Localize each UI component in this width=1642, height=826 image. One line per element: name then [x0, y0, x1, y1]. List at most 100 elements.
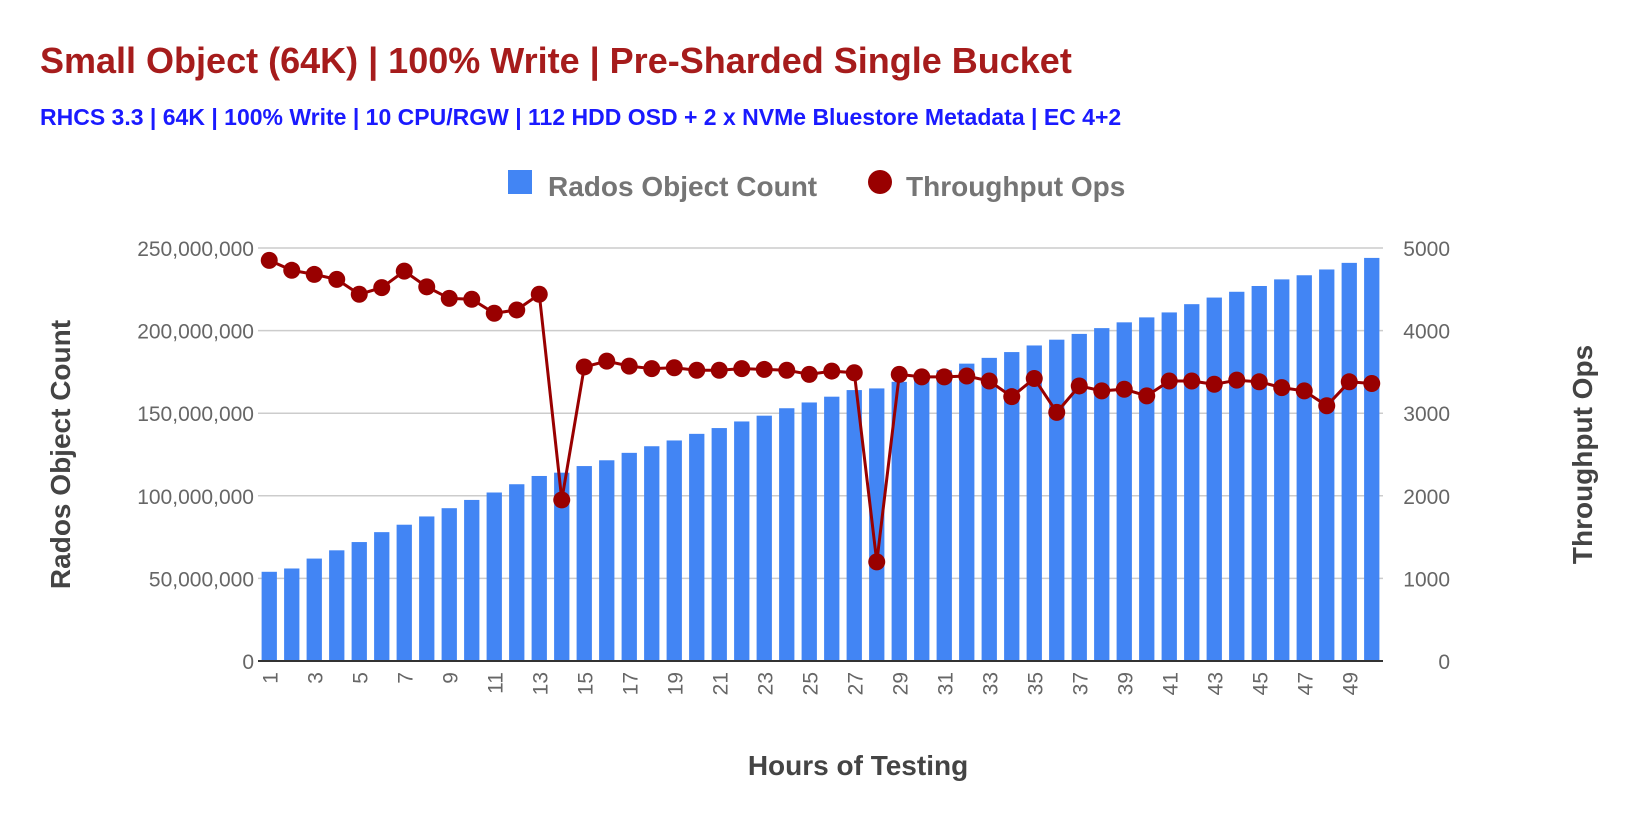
data-point: [845, 364, 863, 382]
data-point: [958, 367, 976, 385]
bar: [666, 440, 682, 661]
bar: [1206, 297, 1222, 661]
data-point: [1093, 382, 1111, 400]
x-tick-label: 21: [709, 672, 732, 695]
data-point: [800, 365, 818, 383]
data-point: [440, 289, 458, 307]
bar: [846, 390, 862, 661]
data-point: [1340, 373, 1358, 391]
bar: [891, 381, 907, 661]
data-point: [935, 368, 953, 386]
y-axis-title: Rados Object Count: [45, 320, 76, 589]
bar: [1116, 322, 1132, 661]
x-tick-label: 9: [439, 672, 462, 684]
bar: [1229, 291, 1245, 661]
bar: [734, 421, 750, 661]
bar: [486, 492, 502, 661]
bar: [1161, 312, 1177, 661]
data-point: [598, 352, 616, 370]
bar: [509, 484, 525, 661]
series-line: [268, 259, 1372, 563]
bar-series: [261, 257, 1380, 661]
data-point: [260, 251, 278, 269]
bar: [824, 396, 840, 661]
bar: [306, 558, 322, 661]
bar: [261, 571, 277, 661]
data-point: [373, 279, 391, 297]
bar: [1184, 304, 1200, 661]
bar: [1364, 257, 1380, 661]
bar: [711, 428, 727, 661]
bar: [1341, 262, 1357, 661]
line-series: [260, 251, 1381, 571]
bar: [554, 472, 570, 661]
bar: [936, 370, 952, 661]
bar: [464, 499, 480, 661]
legend: Rados Object Count Throughput Ops: [508, 170, 1125, 202]
data-point: [1250, 373, 1268, 391]
data-point: [463, 290, 481, 308]
chart-title: Small Object (64K) | 100% Write | Pre-Sh…: [40, 40, 1072, 81]
data-point: [688, 361, 706, 379]
x-tick-label: 19: [664, 672, 687, 695]
bar: [959, 363, 975, 661]
x-tick-label: 15: [574, 672, 597, 695]
x-tick-label: 33: [979, 672, 1002, 695]
x-tick-label: 47: [1294, 672, 1317, 695]
right-tick-label: 5000: [1403, 238, 1450, 261]
data-point: [328, 270, 346, 288]
x-tick-label: 1: [259, 672, 282, 684]
right-tick-label: 3000: [1403, 403, 1450, 426]
data-point: [1070, 377, 1088, 395]
chart-subtitle: RHCS 3.3 | 64K | 100% Write | 10 CPU/RGW…: [40, 104, 1122, 130]
right-axis-ticks: 0 1000 2000 3000 4000 5000: [1403, 238, 1450, 674]
left-tick-label: 50,000,000: [149, 568, 254, 591]
data-point: [553, 491, 571, 509]
bar: [869, 388, 885, 661]
x-tick-label: 31: [934, 672, 957, 695]
x-tick-label: 37: [1069, 672, 1092, 695]
data-point: [823, 362, 841, 380]
bar: [1319, 269, 1335, 661]
x-tick-label: 29: [889, 672, 912, 695]
data-point: [710, 361, 728, 379]
x-tick-label: 23: [754, 672, 777, 695]
bar: [1251, 285, 1267, 661]
bar: [689, 433, 705, 661]
bar: [1094, 328, 1110, 661]
data-point: [620, 357, 638, 375]
x-axis-title: Hours of Testing: [748, 750, 968, 781]
bar: [599, 460, 615, 661]
data-point: [1048, 403, 1066, 421]
left-axis-ticks: 0 50,000,000 100,000,000 150,000,000 200,000…: [137, 238, 254, 674]
data-point: [1025, 370, 1043, 388]
x-tick-label: 45: [1249, 672, 1272, 695]
bar: [1026, 345, 1042, 661]
x-tick-label: 39: [1114, 672, 1137, 695]
bar: [284, 568, 300, 661]
bar: [1274, 279, 1290, 661]
legend-swatch-bars: [508, 170, 532, 194]
bar: [374, 532, 390, 661]
x-tick-label: 13: [529, 672, 552, 695]
data-point: [1363, 374, 1381, 392]
data-point: [508, 301, 526, 319]
bar: [1049, 339, 1065, 661]
data-point: [530, 285, 548, 303]
legend-label-line: Throughput Ops: [906, 171, 1125, 202]
data-point: [890, 365, 908, 383]
x-tick-label: 49: [1339, 672, 1362, 695]
left-tick-label: 100,000,000: [137, 486, 254, 509]
left-tick-label: 0: [242, 651, 254, 674]
data-point: [1273, 379, 1291, 397]
x-tick-label: 3: [304, 672, 327, 684]
data-point: [733, 360, 751, 378]
data-point: [485, 304, 503, 322]
x-tick-label: 35: [1024, 672, 1047, 695]
data-point: [418, 278, 436, 296]
right-tick-label: 0: [1438, 651, 1450, 674]
data-point: [1183, 372, 1201, 390]
x-axis-ticks: 1 3 5 7 9 11 13 15 17 19 21 23 25 27 29 31 33 35 37 39 41 43 4…: [259, 672, 1362, 695]
x-tick-label: 5: [349, 672, 372, 684]
bar: [531, 475, 547, 661]
